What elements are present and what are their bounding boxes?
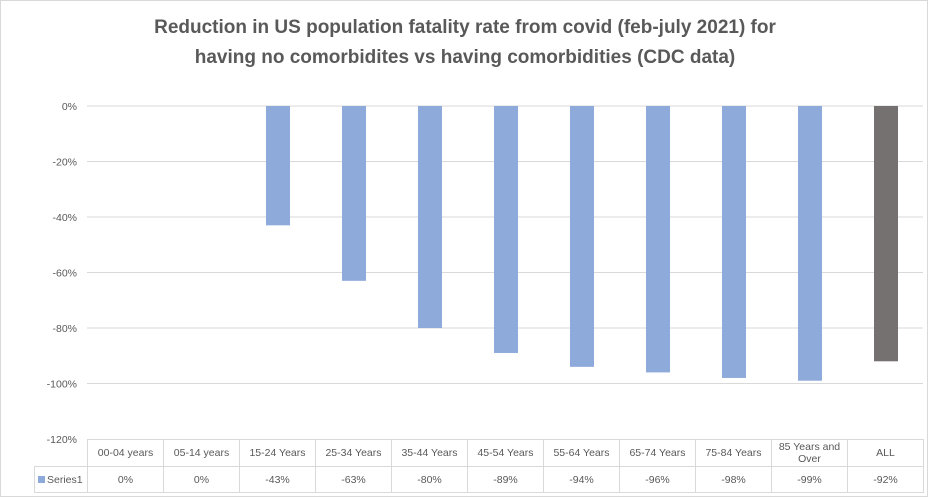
- legend-swatch: [38, 475, 45, 483]
- x-category-label: 75-84 Years: [695, 439, 772, 467]
- data-label: -92%: [847, 466, 924, 493]
- bar-75-84-years: [722, 106, 746, 378]
- bar-45-54-years: [494, 106, 518, 353]
- bar-25-34-years: [342, 106, 366, 281]
- x-category-label: 85 Years and Over: [771, 439, 848, 467]
- title-line: Reduction in US population fatality rate…: [154, 17, 776, 38]
- bar-65-74-years: [646, 106, 670, 373]
- bar-35-44-years: [418, 106, 442, 328]
- data-label: -96%: [619, 466, 696, 493]
- data-label: -43%: [239, 466, 316, 493]
- y-tick-label: -40%: [52, 212, 77, 224]
- bar-15-24-years: [266, 106, 290, 226]
- data-label: -98%: [695, 466, 772, 493]
- bar-85-years-and-over: [798, 106, 822, 381]
- legend-label: Series1: [47, 473, 83, 486]
- x-category-label: 25-34 Years: [315, 439, 392, 467]
- data-label: -99%: [771, 466, 848, 493]
- x-category-label: 15-24 Years: [239, 439, 316, 467]
- x-category-label: 35-44 Years: [391, 439, 468, 467]
- y-tick-label: -20%: [52, 157, 77, 169]
- y-tick-label: 0%: [62, 101, 77, 113]
- x-category-label: 05-14 years: [163, 439, 240, 467]
- x-category-label: 65-74 Years: [619, 439, 696, 467]
- data-table: 00-04 years 05-14 years 15-24 Years 25-34 Y…: [34, 439, 924, 493]
- y-tick-label: -100%: [47, 379, 77, 391]
- data-label: -89%: [467, 466, 544, 493]
- chart-title: Reduction in US population fatality rate…: [1, 13, 927, 73]
- legend-series1: Series1: [34, 466, 88, 493]
- y-tick-label: -60%: [52, 268, 77, 280]
- data-label: -94%: [543, 466, 620, 493]
- data-label: 0%: [163, 466, 240, 493]
- x-category-label: 00-04 years: [87, 439, 164, 467]
- data-label: -63%: [315, 466, 392, 493]
- x-category-label: 55-64 Years: [543, 439, 620, 467]
- bar-55-64-years: [570, 106, 594, 367]
- data-label: -80%: [391, 466, 468, 493]
- title-line: having no comorbidites vs having comorbi…: [194, 47, 736, 68]
- data-label: 0%: [87, 466, 164, 493]
- x-category-label: 45-54 Years: [467, 439, 544, 467]
- bar-all: [874, 106, 898, 362]
- y-tick-label: -80%: [52, 323, 77, 335]
- x-category-label: ALL: [847, 439, 924, 467]
